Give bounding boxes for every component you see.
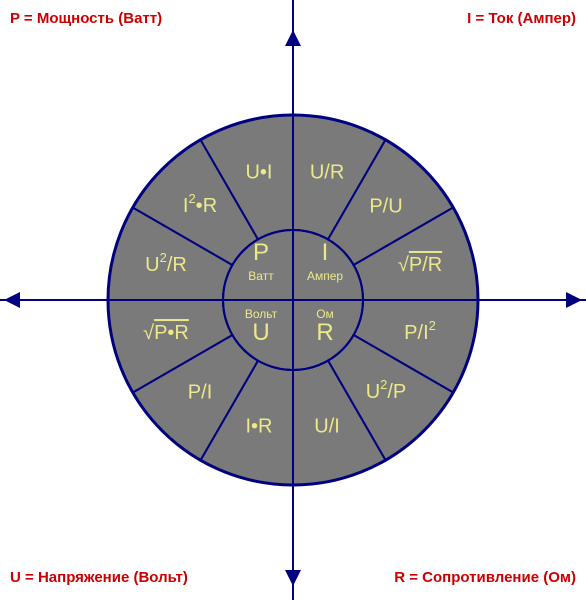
formula-text: I2•R bbox=[183, 191, 217, 217]
corner-symbol: R bbox=[394, 569, 405, 586]
inner-symbol: I bbox=[322, 239, 329, 266]
formula-cell: √P/R bbox=[398, 254, 442, 276]
inner-quadrant: RОм bbox=[316, 307, 334, 346]
formula-text: √P/R bbox=[398, 254, 442, 276]
corner-label-power: P = Мощность (Ватт) bbox=[10, 10, 162, 27]
formula-cell: U•I bbox=[245, 161, 272, 183]
formula-text: I•R bbox=[245, 415, 272, 437]
inner-symbol: U bbox=[252, 319, 269, 346]
corner-text: Ток bbox=[488, 10, 513, 27]
formula-text: U/R bbox=[310, 161, 344, 183]
formula-cell: P/U bbox=[369, 195, 402, 217]
formula-text: P/I bbox=[188, 381, 212, 403]
formula-wheel: U2/RI2•RU•IU/RP/U√P/RP/I2U2/PU/II•RP/I√P… bbox=[0, 0, 586, 600]
corner-unit: (Ампер) bbox=[518, 10, 576, 27]
formula-text: U•I bbox=[245, 161, 272, 183]
axis-arrow-icon bbox=[285, 30, 301, 46]
corner-unit: (Ватт) bbox=[118, 10, 162, 27]
formula-text: U2/R bbox=[145, 250, 187, 276]
inner-unit: Ампер bbox=[307, 269, 343, 283]
formula-cell: U/I bbox=[314, 415, 340, 437]
corner-text: Сопротивление bbox=[422, 569, 539, 586]
formula-text: U/I bbox=[314, 415, 340, 437]
inner-unit: Ом bbox=[316, 307, 334, 321]
formula-text: √P•R bbox=[143, 322, 189, 344]
inner-unit: Ватт bbox=[248, 269, 274, 283]
ohms-law-wheel-diagram: P = Мощность (Ватт) I = Ток (Ампер) U = … bbox=[0, 0, 586, 600]
corner-text: Напряжение bbox=[38, 569, 129, 586]
formula-cell: U2/R bbox=[145, 250, 187, 276]
corner-text: Мощность bbox=[37, 10, 114, 27]
formula-cell: I2•R bbox=[183, 191, 217, 217]
formula-text: P/U bbox=[369, 195, 402, 217]
formula-cell: P/I bbox=[188, 381, 212, 403]
corner-label-current: I = Ток (Ампер) bbox=[467, 10, 576, 27]
inner-symbol: P bbox=[253, 239, 269, 266]
axis-arrow-icon bbox=[566, 292, 582, 308]
inner-unit: Вольт bbox=[245, 307, 278, 321]
corner-unit: (Вольт) bbox=[133, 569, 187, 586]
corner-symbol: P bbox=[10, 10, 20, 27]
corner-label-resistance: R = Сопротивление (Ом) bbox=[394, 569, 576, 586]
corner-unit: (Ом) bbox=[543, 569, 576, 586]
formula-cell: I•R bbox=[245, 415, 272, 437]
corner-symbol: U bbox=[10, 569, 21, 586]
inner-symbol: R bbox=[316, 319, 333, 346]
axis-arrow-icon bbox=[285, 570, 301, 586]
formula-cell: √P•R bbox=[143, 322, 189, 344]
corner-label-voltage: U = Напряжение (Вольт) bbox=[10, 569, 188, 586]
axis-arrow-icon bbox=[4, 292, 20, 308]
formula-cell: U/R bbox=[310, 161, 344, 183]
corner-symbol: I bbox=[467, 10, 471, 27]
